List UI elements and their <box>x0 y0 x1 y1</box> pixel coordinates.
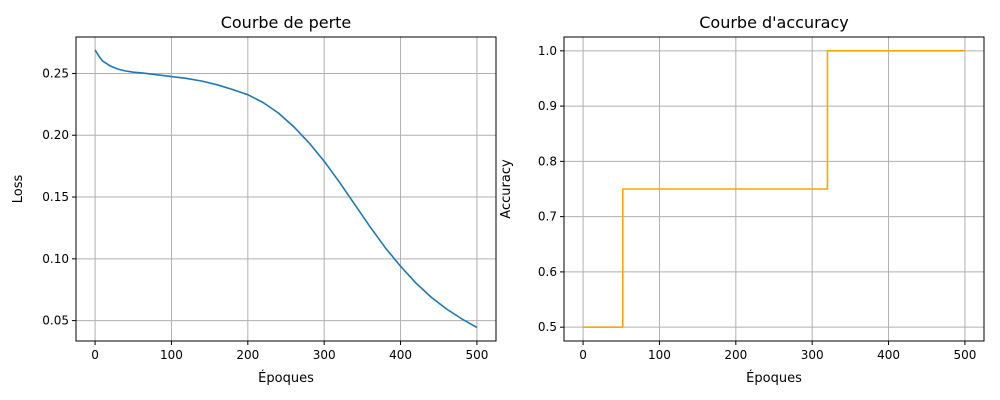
y-tick-label: 0.9 <box>538 99 557 113</box>
y-tick-label: 0.5 <box>538 320 557 334</box>
y-axis-label: Loss <box>11 175 26 204</box>
x-tick-label: 100 <box>160 348 183 362</box>
series-line-1 <box>583 50 965 328</box>
chart-panel-1: 0 100 200 300 400 500 0.05 0.10 0.15 0.20 0.25 Cour… <box>11 13 497 386</box>
x-tick-label: 100 <box>648 348 671 362</box>
y-tick-label: 0.15 <box>42 190 69 204</box>
x-tick-label: 400 <box>389 348 412 362</box>
x-tick-label: 300 <box>313 348 336 362</box>
y-tick-label: 0.8 <box>538 154 557 168</box>
x-tick-label: 500 <box>953 348 976 362</box>
chart-title: Courbe de perte <box>221 13 352 32</box>
x-axis-label: Époques <box>746 370 802 386</box>
chart-panel-2: 0 100 200 300 400 500 0.5 0.6 0.7 0.8 0.9 1.0 Courbe… <box>499 13 985 386</box>
y-tick-label: 0.05 <box>42 314 69 328</box>
x-tick-label: 300 <box>801 348 824 362</box>
chart-title: Courbe d'accuracy <box>699 13 849 32</box>
plot-frame <box>75 36 497 342</box>
x-tick-label: 200 <box>236 348 259 362</box>
y-tick-label: 0.7 <box>538 210 557 224</box>
y-tick-label: 0.20 <box>42 128 69 142</box>
y-tick-label: 1.0 <box>538 44 557 58</box>
plot-frame <box>563 36 985 342</box>
y-tick-label: 0.10 <box>42 252 69 266</box>
x-tick-label: 0 <box>91 348 99 362</box>
y-tick-label: 0.6 <box>538 265 557 279</box>
y-tick-label: 0.25 <box>42 66 69 80</box>
gridlines <box>76 37 496 341</box>
x-tick-label: 200 <box>724 348 747 362</box>
x-tick-label: 500 <box>465 348 488 362</box>
y-axis-label: Accuracy <box>499 159 514 219</box>
x-tick-label: 400 <box>877 348 900 362</box>
series-line-1 <box>94 49 478 329</box>
x-axis-label: Époques <box>258 370 314 386</box>
x-tick-label: 0 <box>579 348 587 362</box>
